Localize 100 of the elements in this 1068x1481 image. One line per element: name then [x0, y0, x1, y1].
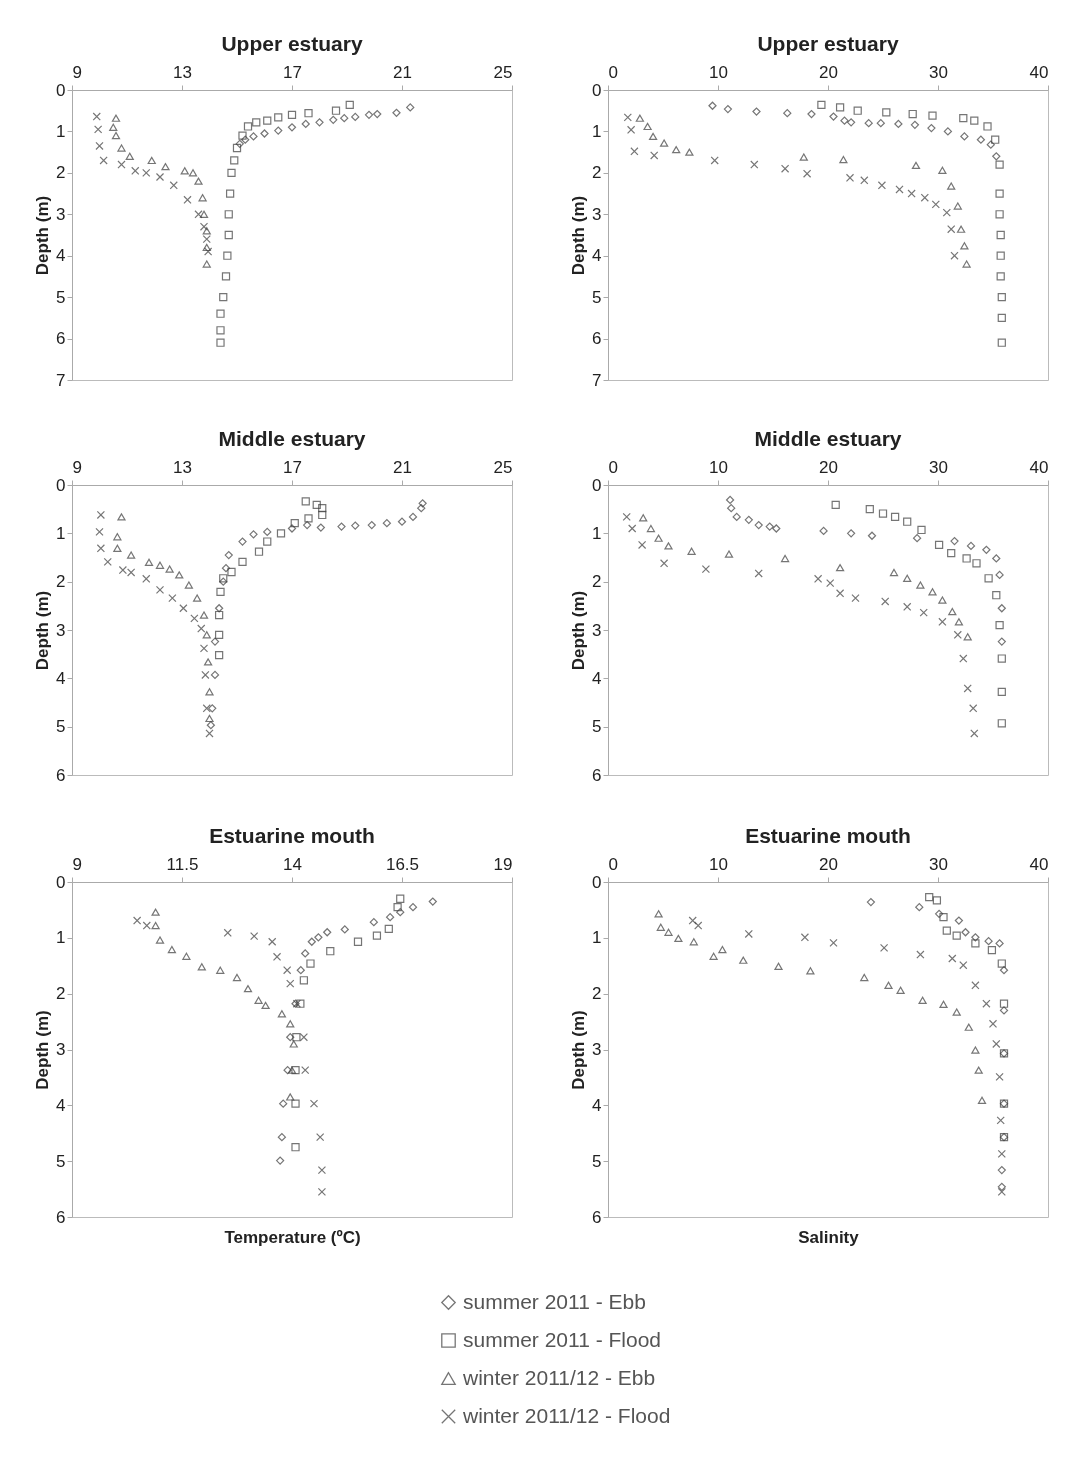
point	[219, 577, 228, 586]
point	[287, 123, 297, 132]
point	[971, 981, 980, 990]
point	[408, 512, 418, 522]
point	[718, 945, 727, 954]
point	[180, 167, 189, 175]
point	[969, 704, 978, 713]
point	[190, 614, 199, 623]
chart-title: Estuarine mouth	[209, 824, 375, 847]
point	[995, 621, 1004, 630]
point	[960, 242, 969, 250]
point	[817, 100, 826, 110]
x-tick-label: 10	[709, 854, 728, 874]
x-tick-label: 0	[608, 62, 618, 82]
point	[109, 123, 118, 131]
point	[829, 938, 838, 947]
point	[92, 112, 101, 121]
point	[754, 520, 763, 530]
point	[918, 996, 927, 1005]
point	[179, 604, 188, 613]
point	[934, 540, 944, 550]
point	[963, 633, 972, 641]
point	[639, 514, 648, 522]
point	[950, 536, 959, 546]
point	[963, 684, 972, 693]
point	[840, 116, 849, 125]
point	[111, 114, 121, 122]
point	[948, 607, 957, 616]
point	[221, 272, 231, 281]
point	[835, 563, 845, 572]
chart-title: Upper estuary	[757, 32, 899, 55]
point	[225, 189, 235, 198]
point	[997, 687, 1006, 696]
point	[202, 243, 211, 252]
point	[646, 524, 656, 533]
point	[966, 541, 976, 551]
point	[117, 144, 126, 152]
point	[623, 113, 632, 122]
point	[999, 999, 1009, 1008]
point	[982, 999, 991, 1008]
point	[142, 574, 151, 583]
point	[103, 557, 112, 566]
y-tick-label: 3	[592, 620, 602, 640]
y-tick-label: 6	[592, 765, 602, 785]
point	[947, 549, 956, 558]
point	[287, 524, 297, 533]
point	[752, 107, 761, 116]
chart-title: Middle estuary	[754, 427, 902, 450]
point	[907, 189, 916, 198]
point	[938, 617, 947, 626]
point	[925, 892, 934, 902]
point	[806, 967, 815, 975]
point	[995, 210, 1004, 219]
x-tick-label: 25	[493, 457, 513, 477]
point	[960, 132, 969, 141]
chart-title: Estuarine mouth	[745, 824, 911, 847]
point	[903, 517, 912, 526]
point	[302, 520, 312, 530]
point	[971, 1046, 980, 1054]
y-axis-title: Depth (m)	[569, 195, 589, 276]
point	[954, 618, 964, 626]
point	[291, 1143, 300, 1152]
y-tick-label: 1	[56, 121, 66, 141]
point	[997, 959, 1006, 968]
point	[912, 534, 922, 543]
point	[199, 644, 209, 653]
point	[635, 114, 645, 122]
point	[340, 114, 349, 123]
point	[943, 127, 953, 136]
point	[802, 169, 812, 178]
point	[197, 624, 206, 633]
point	[851, 593, 860, 603]
point	[953, 202, 962, 210]
point	[93, 125, 103, 134]
point	[750, 160, 759, 169]
legend-label: summer 2011 - Flood	[463, 1327, 662, 1351]
point	[687, 547, 696, 555]
y-tick-label: 0	[56, 475, 66, 495]
point	[392, 108, 401, 117]
point	[283, 966, 292, 975]
point	[884, 981, 893, 989]
legend-label: winter 2011/12 - Flood	[462, 1403, 671, 1427]
point	[131, 166, 140, 175]
point	[125, 152, 134, 160]
x-tick-label: 19	[493, 854, 513, 874]
point	[194, 210, 203, 219]
point	[819, 526, 828, 536]
point	[664, 542, 673, 550]
y-axis-title: Depth (m)	[33, 590, 53, 671]
point	[287, 1066, 297, 1074]
point	[351, 112, 360, 122]
point	[988, 1019, 998, 1028]
y-tick-label: 2	[56, 163, 66, 183]
y-tick-label: 0	[56, 80, 66, 100]
point	[656, 923, 665, 931]
point	[230, 156, 239, 165]
legend-label: winter 2011/12 - Ebb	[462, 1365, 656, 1389]
point	[382, 519, 392, 528]
point	[216, 338, 225, 347]
point	[744, 929, 753, 939]
